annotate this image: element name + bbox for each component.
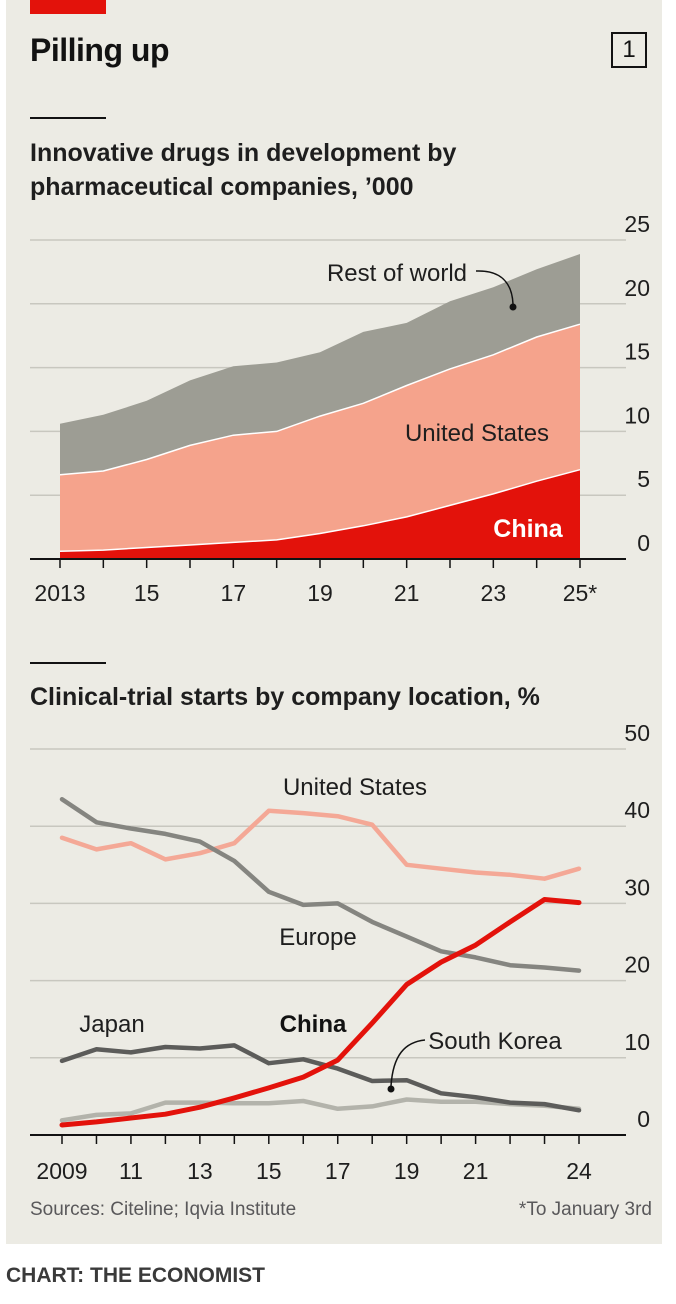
south-korea-line-label: South Korea <box>428 1028 562 1055</box>
rest-of-world-leader-line <box>475 270 514 305</box>
area-x-tick-label: 21 <box>394 580 420 606</box>
line-y-tick-label: 40 <box>624 797 650 823</box>
china-area-label: China <box>493 515 564 543</box>
area-china <box>60 469 580 559</box>
japan-line-label: Japan <box>79 1011 144 1038</box>
area-y-tick-label: 25 <box>624 211 650 237</box>
footnote: *To January 3rd <box>518 1199 652 1220</box>
china-line-label: China <box>280 1011 347 1038</box>
area-x-tick-label: 15 <box>134 580 160 606</box>
economist-red-tag <box>30 0 106 14</box>
area-y-tick-label: 15 <box>624 339 650 365</box>
south-korea-leader-dot <box>387 1085 395 1093</box>
line-x-tick-label: 24 <box>566 1158 592 1184</box>
area-x-tick-label: 23 <box>481 580 507 606</box>
area-y-tick-label: 0 <box>637 530 650 556</box>
chart-panel <box>6 0 662 1244</box>
line-china <box>59 897 582 1128</box>
rest-of-world-area-label: Rest of world <box>327 260 467 287</box>
area-y-tick-label: 20 <box>624 275 650 301</box>
area-x-tick-label: 2013 <box>34 580 85 606</box>
source-note: Sources: Citeline; Iqvia Institute <box>30 1199 297 1220</box>
line-y-tick-label: 10 <box>624 1029 650 1055</box>
line-europe <box>59 796 582 973</box>
line-x-tick-label: 2009 <box>36 1158 87 1184</box>
line-y-tick-label: 0 <box>637 1106 650 1132</box>
area-x-tick-label: 19 <box>307 580 333 606</box>
area-boundary-china <box>59 468 581 553</box>
chart-title: Pilling up <box>30 32 169 68</box>
area-x-tick-label: 17 <box>221 580 247 606</box>
rest-of-world-leader-dot <box>509 303 517 311</box>
top-chart-rule <box>30 117 106 119</box>
united-states-line-label: United States <box>283 774 427 801</box>
line-x-tick-label: 17 <box>325 1158 351 1184</box>
europe-line-label: Europe <box>279 924 356 951</box>
line-y-tick-label: 20 <box>624 952 650 978</box>
line-united-states <box>59 808 582 881</box>
line-south-korea <box>59 1097 582 1123</box>
area-boundary-united-states <box>59 323 581 476</box>
line-y-tick-label: 30 <box>624 874 650 900</box>
line-x-tick-label: 21 <box>463 1158 489 1184</box>
area-united-states <box>60 324 580 552</box>
area-y-tick-label: 10 <box>624 402 650 428</box>
area-x-tick-label: 25* <box>563 580 598 606</box>
line-x-tick-label: 11 <box>119 1158 143 1184</box>
chart-number-badge: 1 <box>611 32 647 68</box>
line-japan <box>59 1043 582 1113</box>
line-x-tick-label: 15 <box>256 1158 282 1184</box>
bottom-chart-subtitle: Clinical-trial starts by company locatio… <box>30 683 540 711</box>
south-korea-leader-line <box>390 1039 426 1087</box>
area-y-tick-label: 5 <box>637 466 650 492</box>
united-states-area-label: United States <box>405 420 549 447</box>
top-chart-subtitle: Innovative drugs in development by pharm… <box>30 139 457 201</box>
line-x-tick-label: 13 <box>187 1158 213 1184</box>
line-y-tick-label: 50 <box>624 720 650 746</box>
chart-credit: CHART: THE ECONOMIST <box>6 1264 265 1287</box>
area-rest-of-world <box>60 254 580 475</box>
line-x-tick-label: 19 <box>394 1158 420 1184</box>
bottom-chart-rule <box>30 662 106 664</box>
